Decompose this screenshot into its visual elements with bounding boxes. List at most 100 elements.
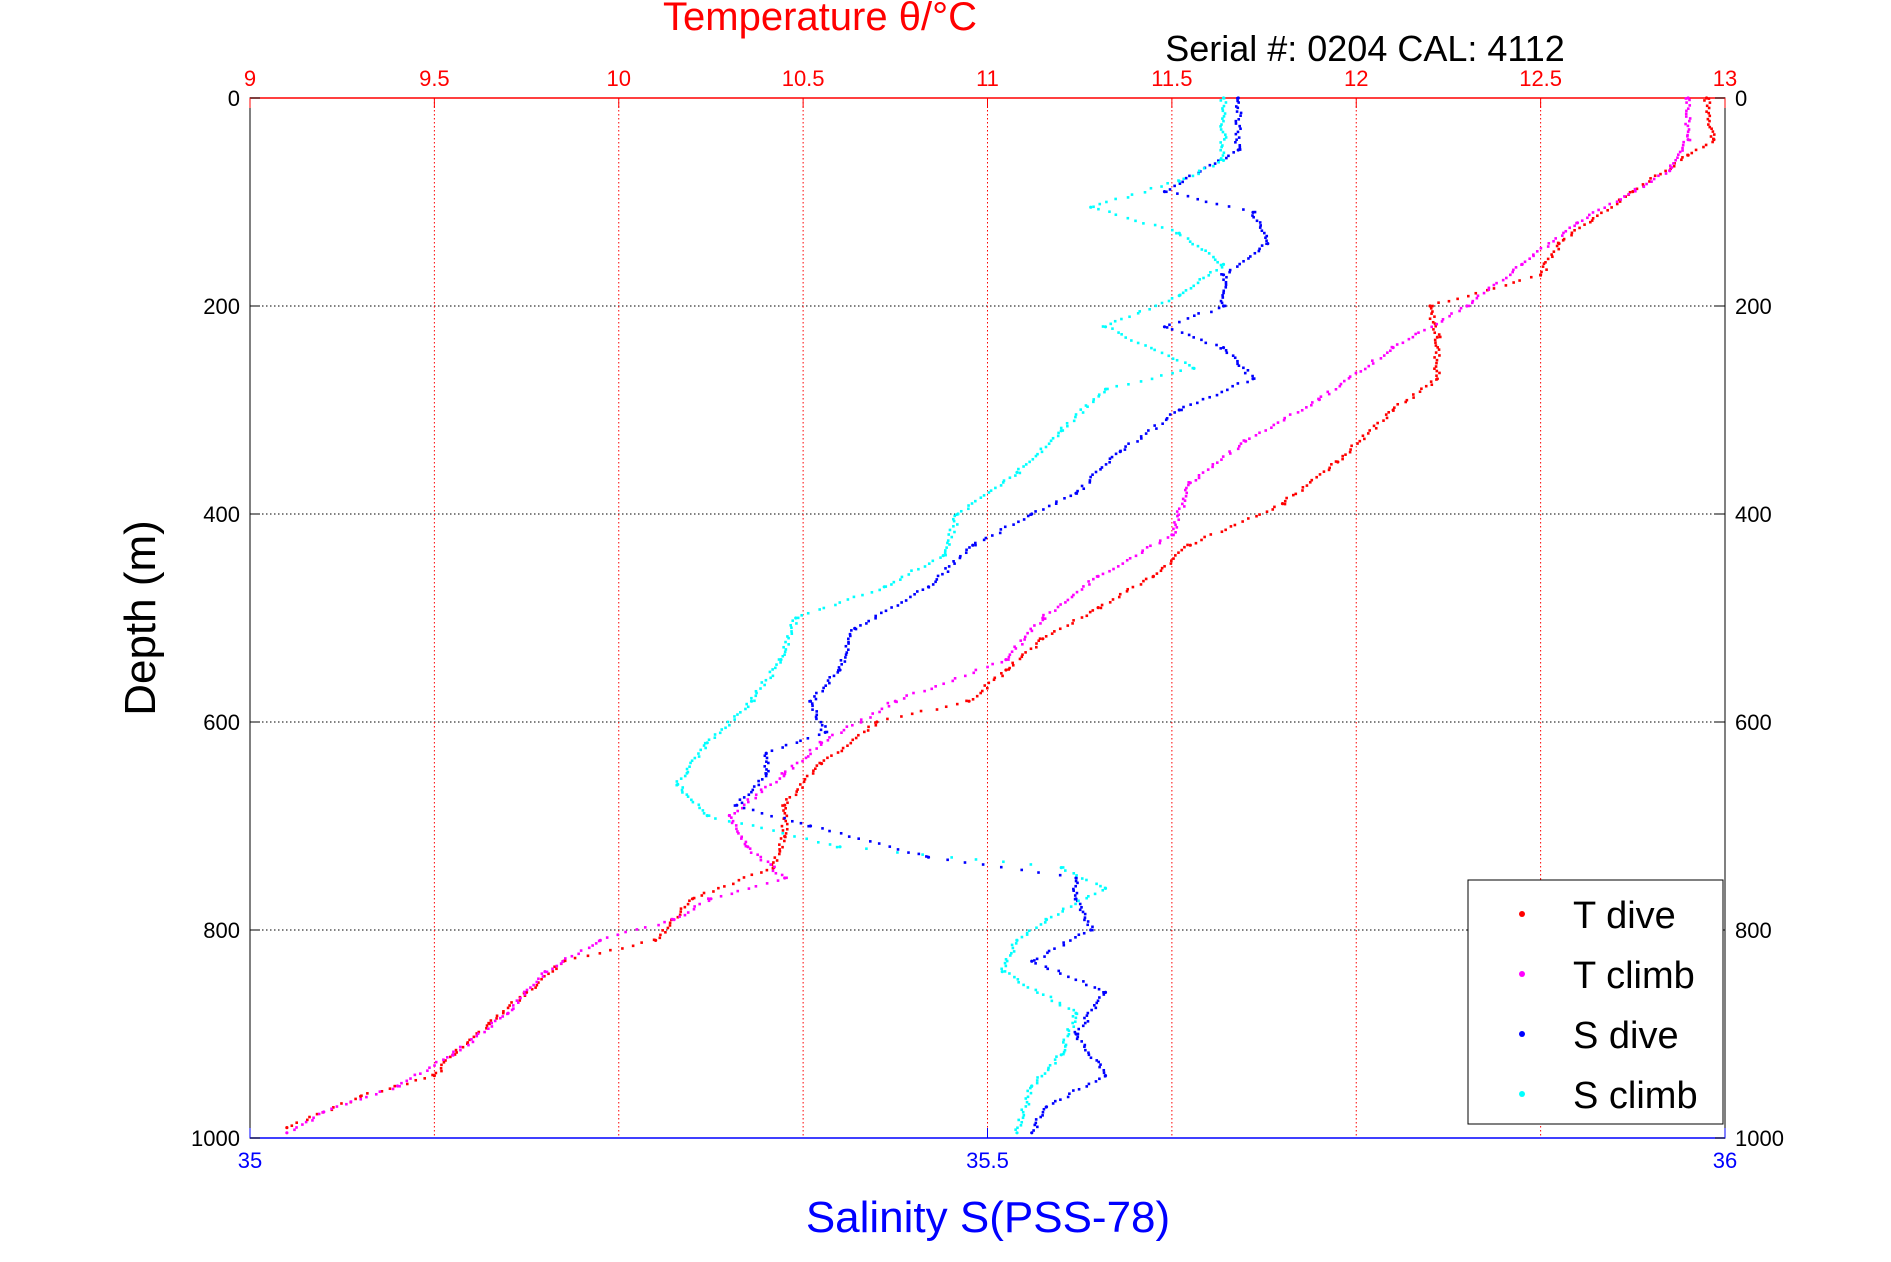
data-point — [852, 595, 856, 599]
data-point — [699, 748, 703, 752]
data-point — [970, 502, 974, 505]
data-point — [1035, 1079, 1039, 1082]
data-point — [1071, 1021, 1074, 1025]
data-point — [1441, 318, 1445, 321]
data-point — [1424, 384, 1428, 388]
data-point — [1172, 527, 1175, 531]
data-point — [577, 952, 580, 956]
series-t-dive — [285, 96, 1716, 1130]
data-point — [1711, 130, 1715, 133]
data-point — [1139, 583, 1143, 586]
series-point — [1575, 221, 1580, 225]
series-point — [1041, 616, 1045, 620]
data-point — [822, 686, 825, 690]
data-point — [751, 808, 755, 812]
data-point — [431, 1073, 434, 1077]
data-point — [1123, 448, 1127, 451]
data-point — [1187, 333, 1191, 337]
data-point — [1588, 213, 1591, 217]
data-point — [890, 606, 893, 609]
data-point — [1072, 872, 1076, 875]
data-point — [1684, 97, 1688, 100]
data-point — [887, 704, 891, 708]
y-tick-label-right: 0 — [1735, 86, 1747, 111]
data-point — [1098, 996, 1101, 999]
data-point — [907, 851, 910, 854]
data-point — [769, 863, 772, 866]
series-point — [749, 699, 754, 703]
data-point — [1083, 1045, 1086, 1049]
data-point — [1067, 1007, 1071, 1010]
data-point — [455, 1051, 458, 1054]
data-point — [1011, 663, 1015, 667]
data-point — [1688, 119, 1691, 123]
data-point — [1092, 400, 1095, 404]
data-point — [1252, 215, 1255, 219]
data-point — [784, 806, 787, 810]
data-point — [968, 546, 971, 549]
data-point — [765, 768, 768, 771]
data-point — [1221, 455, 1225, 458]
data-point — [1466, 294, 1470, 298]
data-point — [1438, 354, 1441, 357]
data-point — [1029, 647, 1033, 651]
data-point — [749, 851, 753, 855]
data-point — [1265, 239, 1268, 243]
data-point — [1167, 299, 1171, 303]
data-point — [1347, 377, 1351, 380]
data-point — [1058, 627, 1062, 631]
data-point — [1153, 348, 1156, 352]
series-point — [690, 897, 695, 901]
data-point — [1590, 219, 1594, 222]
y-tick-label-right: 400 — [1735, 502, 1772, 527]
legend-marker — [1519, 971, 1525, 977]
data-point — [836, 671, 840, 674]
data-point — [1017, 467, 1020, 471]
data-point — [1056, 434, 1060, 438]
data-point — [1121, 562, 1125, 565]
data-point — [1669, 164, 1672, 168]
data-point — [1220, 530, 1224, 534]
data-point — [1041, 1110, 1045, 1114]
data-point — [1204, 200, 1208, 204]
data-point — [979, 496, 983, 499]
data-point — [1042, 508, 1045, 511]
data-point — [917, 567, 920, 571]
data-point — [1686, 135, 1689, 138]
data-point — [1224, 136, 1228, 139]
data-point — [946, 570, 950, 573]
data-point — [586, 954, 590, 958]
data-point — [1225, 275, 1228, 279]
series-point — [1059, 429, 1063, 433]
data-point — [1708, 114, 1712, 118]
data-point — [773, 865, 776, 869]
data-point — [784, 640, 787, 644]
data-point — [769, 783, 772, 787]
data-point — [1034, 962, 1037, 965]
data-point — [815, 747, 818, 750]
data-point — [1200, 538, 1203, 542]
data-point — [1130, 193, 1134, 196]
data-point — [740, 837, 743, 840]
data-point — [702, 744, 706, 747]
data-point — [1056, 605, 1060, 609]
data-point — [1202, 166, 1206, 170]
data-point — [1222, 104, 1226, 108]
data-point — [1010, 650, 1014, 654]
data-point — [790, 630, 793, 633]
data-point — [1040, 450, 1044, 454]
data-point — [1059, 1098, 1062, 1101]
data-point — [1101, 572, 1105, 576]
data-point — [683, 774, 687, 778]
data-point — [1041, 618, 1045, 622]
data-point — [844, 644, 848, 648]
series-point — [1059, 1053, 1063, 1057]
series-point — [1192, 366, 1196, 370]
data-point — [779, 837, 783, 840]
data-point — [1128, 315, 1131, 319]
data-point — [1017, 1118, 1020, 1122]
data-point — [1285, 496, 1288, 500]
data-point — [1074, 902, 1077, 906]
data-point — [1155, 572, 1159, 575]
data-point — [1228, 268, 1232, 272]
